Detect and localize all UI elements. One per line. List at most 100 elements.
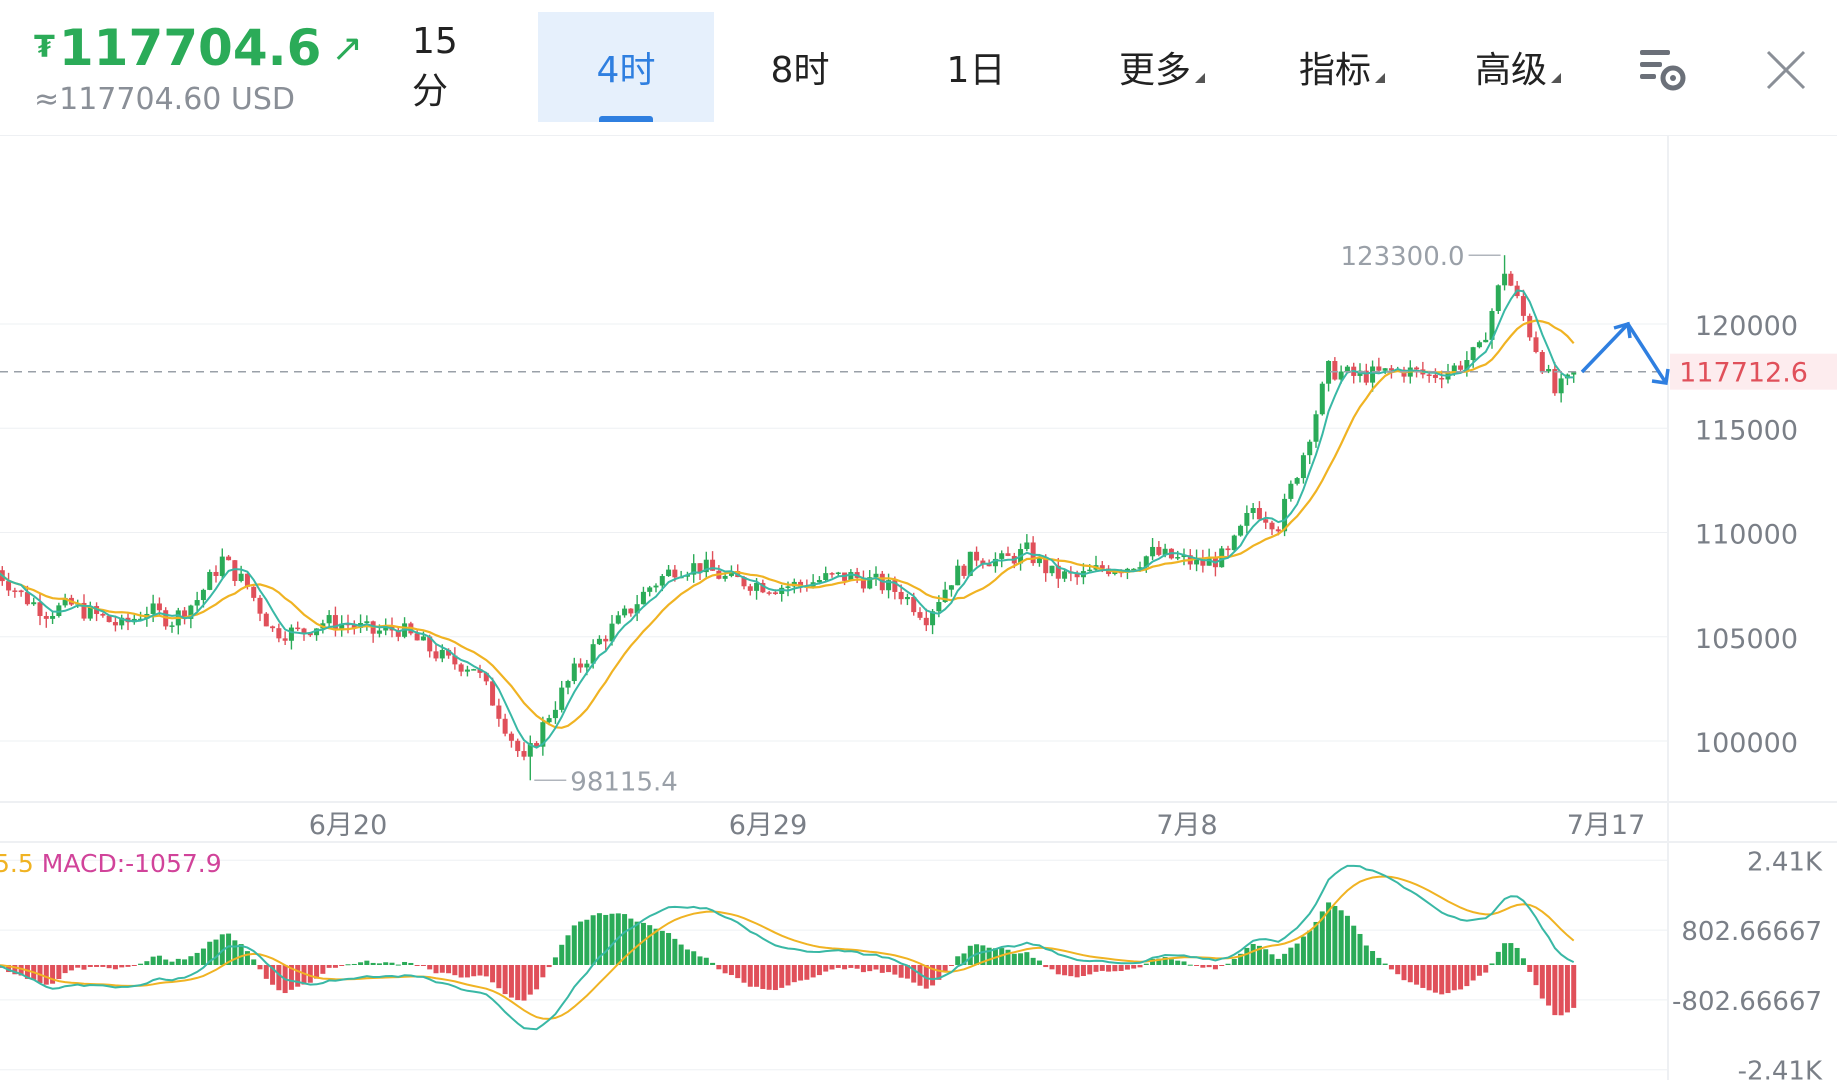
- candle-body: [1439, 377, 1445, 380]
- candle-body: [200, 589, 206, 601]
- macd-histogram-bar: [43, 965, 49, 985]
- macd-histogram-bar: [1106, 965, 1112, 972]
- macd-histogram-bar: [1432, 965, 1438, 993]
- macd-histogram-bar: [1194, 965, 1200, 966]
- price-usd: ≈117704.60 USD: [34, 82, 296, 117]
- candle-body: [106, 615, 112, 623]
- macd-histogram-bar: [1055, 965, 1061, 975]
- candle-body: [1225, 548, 1231, 551]
- tab-indicators-dropdown[interactable]: 指标: [1292, 12, 1392, 122]
- tab-advanced-dropdown[interactable]: 高级: [1468, 12, 1568, 122]
- macd-histogram-bar: [1376, 957, 1382, 965]
- candle-body: [521, 751, 527, 757]
- tab-4h[interactable]: 4时: [538, 12, 714, 122]
- candle-body: [226, 556, 232, 561]
- price-chart[interactable]: 120000 115000 110000 105000 100000 6月20 6月29 7月…: [0, 135, 1837, 1080]
- macd-histogram-bar: [496, 965, 502, 989]
- candle-body: [1376, 366, 1382, 371]
- macd-histogram-bar: [408, 962, 414, 965]
- candle-body: [860, 577, 866, 589]
- tab-1d[interactable]: 1日: [936, 12, 1016, 122]
- close-icon[interactable]: [1758, 42, 1814, 98]
- macd-histogram-bar: [1231, 958, 1237, 965]
- macd-histogram-bar: [446, 965, 452, 974]
- candle-body: [232, 560, 238, 582]
- macd-dif-line: [0, 864, 1575, 1031]
- macd-histogram-bar: [1282, 953, 1288, 965]
- candle-body: [87, 606, 93, 619]
- macd-histogram-bar: [647, 925, 653, 965]
- candle-body: [961, 565, 967, 576]
- macd-histogram-bar: [1388, 965, 1394, 970]
- tab-15min[interactable]: 15分: [412, 12, 488, 122]
- macd-histogram-bar: [144, 961, 150, 965]
- high-price-label: 123300.0: [1341, 242, 1465, 272]
- candle-body: [490, 681, 496, 706]
- macd-histogram-bar: [1420, 965, 1426, 988]
- candle-body: [1414, 367, 1420, 370]
- macd-histogram-bar: [257, 965, 263, 970]
- macd-histogram-bar: [854, 965, 860, 969]
- candle-body: [1062, 571, 1068, 579]
- macd-histogram-bar: [1451, 965, 1457, 991]
- macd-histogram-bar: [860, 965, 866, 973]
- candle-body: [24, 592, 30, 605]
- x-axis-tick-label: 6月29: [729, 810, 808, 841]
- macd-histogram-bar: [1332, 905, 1338, 965]
- candle-body: [257, 597, 263, 614]
- macd-histogram-bar: [716, 965, 722, 970]
- candle-body: [552, 709, 558, 719]
- macd-histogram-bar: [244, 951, 250, 965]
- candle-body: [1502, 273, 1508, 286]
- macd-histogram-bar: [1439, 965, 1445, 995]
- candle-body: [433, 651, 439, 659]
- macd-histogram-bar: [590, 915, 596, 965]
- macd-histogram-bar: [1206, 965, 1212, 968]
- candle-body: [496, 705, 502, 719]
- tab-label: 4时: [596, 50, 656, 91]
- macd-histogram-bar: [672, 938, 678, 965]
- macd-histogram-bar: [1401, 965, 1407, 981]
- macd-histogram-bar: [722, 965, 728, 974]
- macd-histogram-bar: [559, 944, 565, 965]
- macd-histogram-bar: [94, 965, 100, 967]
- candle-body: [156, 603, 162, 611]
- candle-body: [747, 586, 753, 591]
- macd-histogram-bar: [1024, 952, 1030, 965]
- candle-body: [1470, 347, 1476, 361]
- projection-arrow-icon: [1580, 322, 1668, 384]
- macd-histogram-bar: [521, 965, 527, 1001]
- candle-body: [867, 577, 873, 589]
- candle-body: [923, 617, 929, 626]
- candle-body: [999, 553, 1005, 559]
- ma-slow-line: [0, 319, 1575, 729]
- macd-histogram-bar: [798, 965, 804, 981]
- tab-more-dropdown[interactable]: 更多: [1112, 12, 1212, 122]
- macd-histogram-bar: [1187, 964, 1193, 966]
- macd-histogram-bar: [1539, 965, 1545, 999]
- y-axis-tick-label: 105000: [1695, 624, 1798, 655]
- macd-histogram-bar: [414, 965, 420, 966]
- macd-histogram-bar: [710, 962, 716, 965]
- candle-body: [559, 687, 565, 710]
- y-axis-tick-label: 115000: [1695, 415, 1798, 446]
- macd-histogram-bar: [276, 965, 282, 991]
- macd-histogram-bar: [62, 965, 68, 974]
- candle-body: [295, 627, 301, 630]
- candle-body: [1099, 565, 1105, 569]
- macd-axis-tick-label: 2.41K: [1747, 847, 1823, 877]
- macd-histogram-bar: [1036, 960, 1042, 965]
- macd-histogram-bar: [1263, 949, 1269, 965]
- candle-body: [584, 663, 590, 668]
- candle-body: [1313, 414, 1319, 442]
- macd-histogram-bar: [389, 962, 395, 965]
- chart-settings-icon[interactable]: [1636, 42, 1692, 98]
- macd-histogram-bar: [898, 965, 904, 978]
- candle-body: [1181, 555, 1187, 558]
- macd-histogram-bar: [754, 965, 760, 987]
- macd-histogram-bar: [188, 956, 194, 965]
- candle-body: [288, 627, 294, 641]
- macd-histogram-bar: [1269, 954, 1275, 965]
- candle-body: [169, 625, 175, 627]
- tab-8h[interactable]: 8时: [760, 12, 840, 122]
